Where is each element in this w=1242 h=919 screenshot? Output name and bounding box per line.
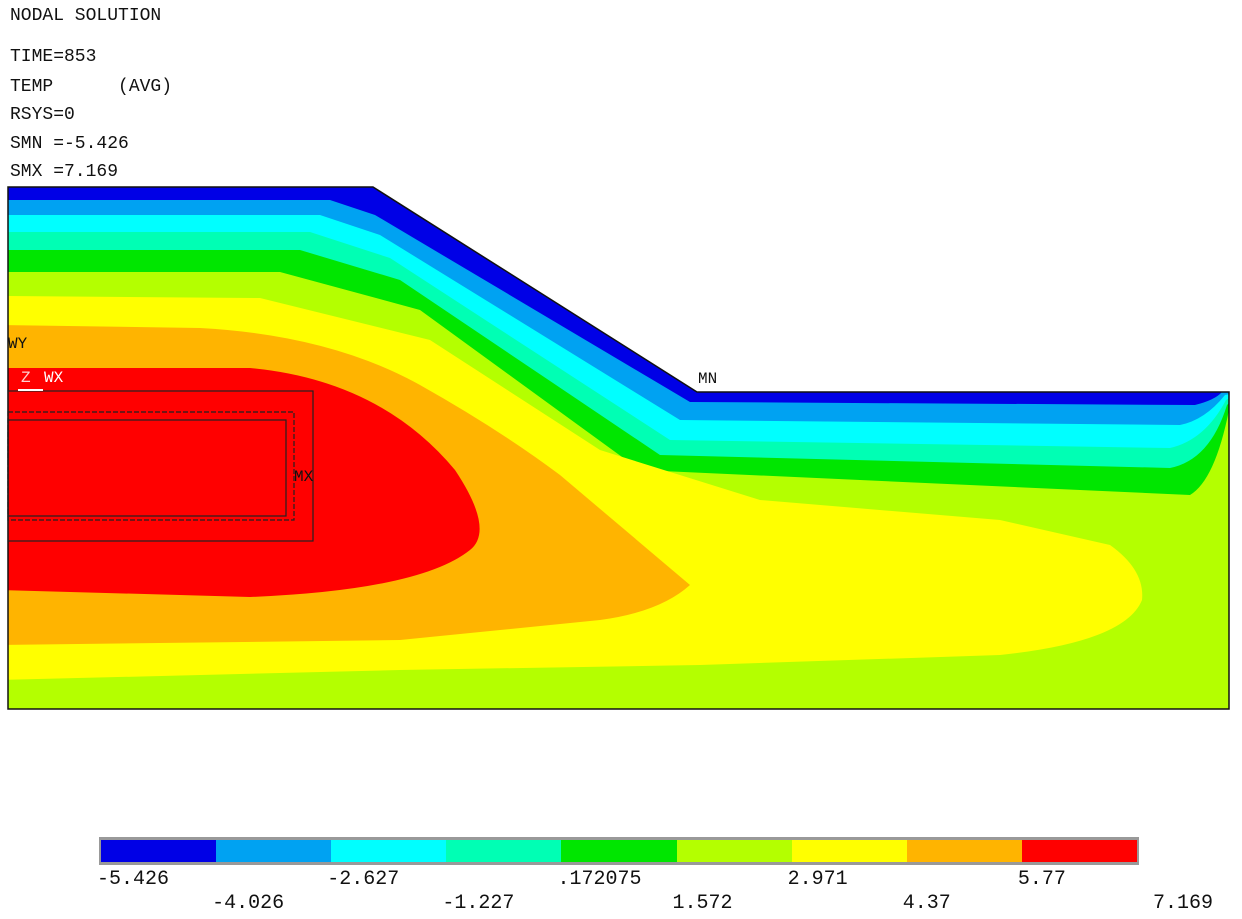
max-marker: MX [294,468,314,486]
legend-label: 2.971 [787,868,848,891]
legend-swatch [676,840,793,862]
legend-swatch [446,840,562,862]
legend-swatch [216,840,332,862]
legend-label: -2.627 [327,868,400,891]
smn-label: SMN =-5.426 [10,134,129,154]
quantity-label: TEMP (AVG) [10,77,173,97]
legend-swatch [1021,840,1138,862]
rsys-label: RSYS=0 [10,105,75,125]
legend-label: 7.169 [1153,892,1214,915]
legend-label: 4.37 [902,892,951,915]
legend-swatch [906,840,1023,862]
wy-axis-label: WY [8,335,28,353]
smx-label: SMX =7.169 [10,162,119,182]
wx-axis-label: WX [44,369,64,387]
area-outline-inner [7,419,287,517]
band-red [8,368,480,597]
legend-label: -5.426 [97,868,170,891]
legend-label: 5.77 [1017,868,1066,891]
legend-label: -4.026 [212,892,285,915]
legend-swatch [791,840,908,862]
plot-title: NODAL SOLUTION [10,6,162,26]
legend-swatch [561,840,678,862]
legend-label: .172075 [557,868,642,891]
legend-swatch [101,840,217,862]
model-outline [7,186,1230,710]
legend-swatch [331,840,447,862]
time-label: TIME=853 [10,47,97,67]
min-marker: MN [698,370,718,388]
z-axis-label: Z [21,369,31,387]
area-outline-mid [7,411,295,521]
legend-label: 1.572 [672,892,733,915]
legend-label: -1.227 [442,892,515,915]
